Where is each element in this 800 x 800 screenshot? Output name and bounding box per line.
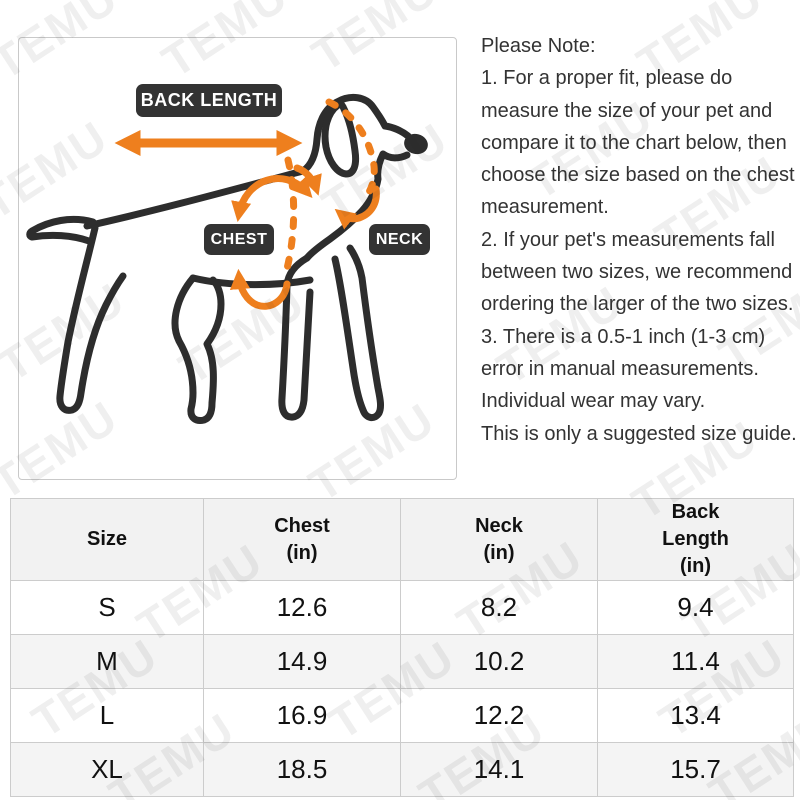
note-line: compare it to the chart below, then	[481, 131, 787, 154]
table-cell-neck: 14.1	[400, 742, 598, 797]
header-neck: Neck (in)	[400, 498, 598, 581]
chest-dashed-line	[281, 156, 298, 280]
dog-front-leg-far	[331, 244, 385, 421]
header-size: Size	[10, 498, 204, 581]
dog-outline	[26, 93, 428, 424]
note-line: ordering the larger of the two sizes.	[481, 293, 794, 316]
dog-jaw-neck	[303, 150, 411, 262]
note-line: choose the size based on the chest	[481, 164, 795, 187]
table-cell-chest: 18.5	[203, 742, 401, 797]
chest-label: CHEST	[204, 224, 274, 255]
note-line: 3. There is a 0.5-1 inch (1-3 cm)	[481, 325, 766, 348]
table-cell-neck: 12.2	[400, 688, 598, 743]
chest-bottom-arc-arrow	[229, 268, 291, 310]
table-row: XL 18.5 14.1 15.7	[10, 742, 794, 797]
header-chest: Chest (in)	[203, 498, 401, 581]
table-cell-back_length: 11.4	[597, 634, 794, 689]
note-line: 2. If your pet's measurements fall	[481, 228, 775, 251]
please-note-text: Please Note: 1. For a proper fit, please …	[481, 30, 799, 450]
note-line: measure the size of your pet and	[481, 99, 773, 122]
dog-rear-leg-near	[171, 274, 225, 424]
table-row: S 12.6 8.2 9.4	[10, 580, 794, 635]
note-line: error in manual measurements.	[481, 357, 759, 380]
dog-head	[299, 93, 412, 175]
withers-arc-arrow	[293, 164, 322, 196]
dog-tail	[26, 215, 97, 245]
back-length-label: BACK LENGTH	[136, 84, 282, 117]
dog-nose	[404, 133, 428, 155]
table-cell-neck: 8.2	[400, 580, 598, 635]
table-cell-chest: 16.9	[203, 688, 401, 743]
table-cell-neck: 10.2	[400, 634, 598, 689]
table-cell-size: S	[10, 580, 204, 635]
table-cell-back_length: 9.4	[597, 580, 794, 635]
table-cell-back_length: 13.4	[597, 688, 794, 743]
table-row: M 14.9 10.2 11.4	[10, 634, 794, 689]
note-line: 1. For a proper fit, please do	[481, 67, 733, 90]
dog-measurement-diagram: BACK LENGTH CHEST NECK	[18, 37, 457, 480]
neck-dashed-line	[325, 98, 378, 196]
note-line: Please Note:	[481, 35, 596, 57]
table-cell-chest: 12.6	[203, 580, 401, 635]
table-row: L 16.9 12.2 13.4	[10, 688, 794, 743]
neck-arc-arrow	[334, 185, 380, 230]
size-chart-table: Size Chest (in) Neck (in) Back Length (i…	[10, 498, 794, 797]
dog-illustration	[26, 93, 428, 424]
chest-top-arc-arrow	[231, 175, 313, 222]
table-cell-back_length: 15.7	[597, 742, 794, 797]
dog-rear-leg-far	[56, 224, 127, 414]
table-cell-size: L	[10, 688, 204, 743]
neck-label: NECK	[369, 224, 430, 255]
dog-belly	[189, 274, 314, 289]
note-line: measurement.	[481, 196, 609, 219]
dog-ear	[321, 100, 360, 178]
table-cell-chest: 14.9	[203, 634, 401, 689]
table-header-row: Size Chest (in) Neck (in) Back Length (i…	[10, 498, 794, 581]
measurement-arrows	[114, 98, 380, 310]
header-back-length: Back Length (in)	[597, 498, 794, 581]
table-cell-size: M	[10, 634, 204, 689]
note-line: Individual wear may vary.	[481, 390, 706, 413]
table-cell-size: XL	[10, 742, 204, 797]
note-line: between two sizes, we recommend	[481, 261, 793, 284]
note-line: This is only a suggested size guide.	[481, 422, 797, 445]
table-body: S 12.6 8.2 9.4 M 14.9 10.2 11.4 L 16.9 12.2 13.4 XL 1…	[10, 580, 794, 797]
